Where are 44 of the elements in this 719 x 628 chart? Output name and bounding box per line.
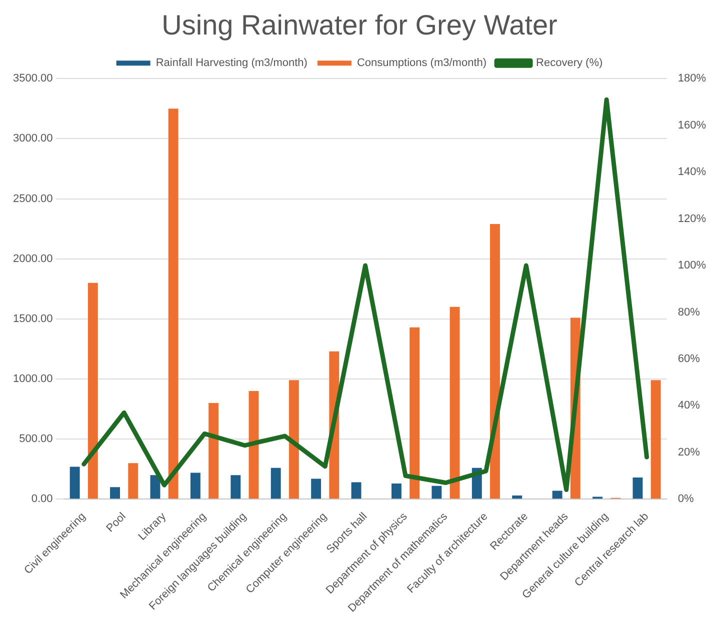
y-tick-label: 3500.00 xyxy=(12,72,53,85)
y-tick-label: 2500.00 xyxy=(12,192,53,205)
bar xyxy=(490,224,500,499)
y2-tick-label: 120% xyxy=(678,212,706,225)
bar xyxy=(311,478,322,499)
bar xyxy=(288,380,299,499)
bar xyxy=(110,487,120,499)
bar xyxy=(190,472,200,499)
y2-tick-label: 80% xyxy=(678,306,700,318)
bar xyxy=(128,463,138,499)
bar xyxy=(410,327,420,499)
y-tick-label: 0.00 xyxy=(31,493,53,506)
bar xyxy=(392,484,402,499)
bar xyxy=(450,306,460,499)
legend-label: Recovery (%) xyxy=(536,57,603,70)
bar xyxy=(168,108,178,499)
bar xyxy=(208,403,219,499)
bar xyxy=(650,380,661,499)
bar xyxy=(270,468,281,499)
y-tick-label: 1000.00 xyxy=(12,373,53,386)
bar xyxy=(512,496,522,499)
bar xyxy=(88,282,98,499)
y2-tick-label: 140% xyxy=(678,166,706,178)
legend-label: Rainfall Harvesting (m3/month) xyxy=(156,57,308,70)
bar xyxy=(632,478,643,499)
bar xyxy=(552,490,562,499)
y2-tick-label: 0% xyxy=(678,493,694,506)
y-tick-label: 500.00 xyxy=(19,433,53,446)
bar xyxy=(248,390,259,499)
y2-tick-label: 40% xyxy=(678,400,700,412)
bar xyxy=(230,475,241,499)
y-tick-label: 2000.00 xyxy=(12,252,53,265)
legend-label: Consumptions (m3/month) xyxy=(356,57,487,70)
y-tick-label: 3000.00 xyxy=(12,132,53,145)
y2-tick-label: 160% xyxy=(678,119,706,132)
bar xyxy=(70,466,80,499)
y2-tick-label: 60% xyxy=(678,352,700,365)
y2-tick-label: 100% xyxy=(678,260,706,272)
y2-tick-label: 20% xyxy=(678,446,700,458)
bar xyxy=(432,486,442,499)
y-tick-label: 1500.00 xyxy=(12,312,53,325)
bar xyxy=(351,482,362,499)
y2-tick-label: 180% xyxy=(678,72,706,85)
chart-title: Using Rainwater for Grey Water xyxy=(162,10,558,41)
